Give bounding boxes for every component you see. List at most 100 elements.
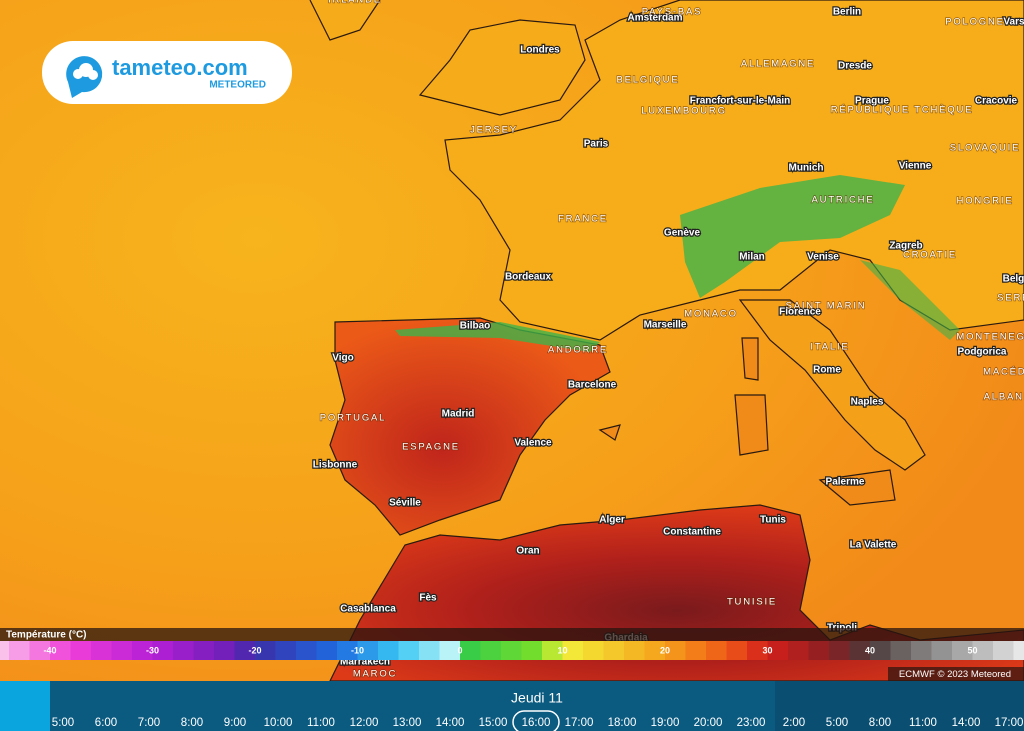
hour-button[interactable]: 7:00 [138, 717, 160, 729]
legend-tick-label: 40 [865, 645, 875, 655]
city-label: Dresde [838, 61, 872, 72]
legend-swatch [501, 641, 522, 660]
legend-swatch [767, 641, 789, 660]
country-label: RÉPUBLIQUE TCHÈQUE [831, 105, 974, 116]
legend-tick-label: 50 [967, 645, 977, 655]
legend-swatch [583, 641, 604, 660]
city-label: Milan [739, 252, 765, 263]
timeline-day [50, 681, 775, 731]
hour-button[interactable]: 13:00 [393, 717, 422, 729]
balkans-cold-area [860, 260, 960, 340]
legend-tick-label: -40 [43, 645, 56, 655]
legend-swatch [706, 641, 727, 660]
legend-swatch [747, 641, 768, 660]
legend-swatch [378, 641, 399, 660]
logo[interactable]: tameteo.com METEORED [42, 41, 292, 104]
hour-button[interactable]: 23:00 [737, 717, 766, 729]
city-label: Podgorica [958, 347, 1007, 358]
hour-button[interactable]: 8:00 [181, 717, 203, 729]
city-label: Berlin [833, 7, 861, 18]
city-label: Fès [419, 593, 437, 604]
hour-button[interactable]: 14:00 [952, 717, 981, 729]
hour-button[interactable]: 9:00 [224, 717, 246, 729]
city-label: Zagreb [889, 241, 922, 252]
hour-button[interactable]: 8:00 [869, 717, 891, 729]
hour-button[interactable]: 18:00 [608, 717, 637, 729]
country-label: SERBIE [997, 293, 1024, 304]
legend-swatch [542, 641, 563, 660]
legend-swatch [173, 641, 194, 660]
legend-swatch [29, 641, 51, 660]
country-label: FRANCE [558, 214, 608, 225]
hour-button[interactable]: 19:00 [651, 717, 680, 729]
country-label: SLOVAQUIE [950, 143, 1020, 154]
legend-swatch [275, 641, 297, 660]
legend-swatch [644, 641, 666, 660]
country-label: POLOGNE [945, 17, 1005, 28]
country-label: CROATIE [903, 250, 957, 261]
legend-swatch [296, 641, 317, 660]
city-label: Londres [520, 45, 560, 56]
city-label: Oran [516, 546, 539, 557]
selected-hour-marker [512, 710, 560, 731]
hour-button[interactable]: 2:00 [783, 717, 805, 729]
city-label: Bordeaux [505, 272, 552, 283]
legend-swatch [234, 641, 256, 660]
country-label: ANDORRE [548, 345, 608, 356]
logo-brand: METEORED [209, 80, 266, 91]
legend-tick-label: 20 [660, 645, 670, 655]
hour-button[interactable]: 17:00 [995, 717, 1024, 729]
hour-button[interactable]: 20:00 [694, 717, 723, 729]
hour-button[interactable]: 11:00 [909, 717, 937, 729]
legend-swatch [357, 641, 379, 660]
legend-swatch [726, 641, 748, 660]
hour-button[interactable]: 11:00 [307, 717, 335, 729]
hour-button[interactable]: 5:00 [52, 717, 74, 729]
legend-swatch [521, 641, 543, 660]
city-label: Séville [389, 498, 421, 509]
country-label: SAINT MARIN [786, 301, 867, 312]
legend-swatch [50, 641, 71, 660]
legend-swatch [685, 641, 707, 660]
hour-button[interactable]: 5:00 [826, 717, 848, 729]
legend-swatch [419, 641, 440, 660]
legend-swatch [952, 641, 973, 660]
credit-box [888, 667, 1024, 681]
hour-button[interactable]: 10:00 [264, 717, 293, 729]
legend-swatch [562, 641, 584, 660]
hour-button[interactable]: 17:00 [565, 717, 594, 729]
legend-swatch [316, 641, 338, 660]
country-label: JERSEY [470, 125, 518, 136]
country-label: BELGIQUE [617, 75, 680, 86]
legend-swatch [624, 641, 645, 660]
city-label: Florence [779, 307, 821, 318]
country-label: MONTENEGRO [956, 332, 1024, 343]
legend-swatch [70, 641, 92, 660]
city-label: Naples [851, 397, 884, 408]
hour-button[interactable]: 15:00 [479, 717, 508, 729]
country-label: ALLEMAGNE [741, 59, 815, 70]
legend-swatch [480, 641, 502, 660]
country-label: MONACO [684, 309, 738, 320]
hour-button[interactable]: 12:00 [350, 717, 379, 729]
legend-swatch [931, 641, 953, 660]
country-label: IRLANDE [328, 0, 382, 6]
legend-tick-label: -30 [146, 645, 159, 655]
city-label: Casablanca [340, 604, 396, 615]
hour-button[interactable]: 6:00 [95, 717, 117, 729]
legend-swatch [911, 641, 932, 660]
legend-header [0, 628, 1024, 641]
city-label: Bilbao [460, 321, 491, 332]
city-label: Barcelone [568, 380, 617, 391]
legend-title: Température (°C) [6, 630, 87, 641]
country-label: PORTUGAL [320, 413, 387, 424]
hour-button[interactable]: 14:00 [436, 717, 465, 729]
hour-button[interactable]: 16:00 [522, 717, 551, 729]
city-label: Lisbonne [313, 460, 358, 471]
city-label: Vienne [899, 161, 932, 172]
legend-tick-label: 10 [557, 645, 567, 655]
legend-swatch [849, 641, 871, 660]
city-label: Genève [664, 228, 701, 239]
city-label: Varsovie [1003, 17, 1024, 28]
country-label: LUXEMBOURG [641, 106, 727, 117]
